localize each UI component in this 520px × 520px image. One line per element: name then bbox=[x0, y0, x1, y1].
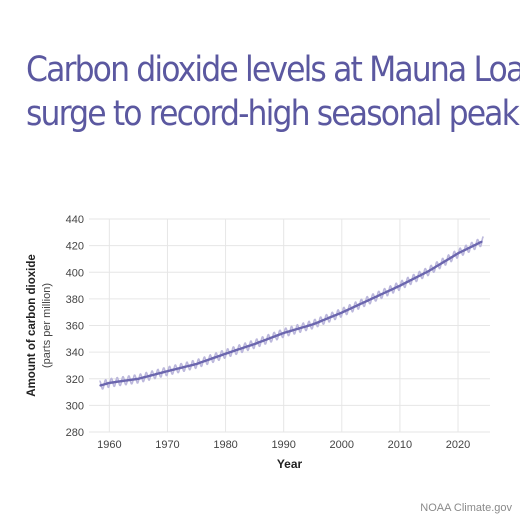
y-tick-label: 400 bbox=[66, 267, 84, 279]
y-axis-label: Amount of carbon dioxide bbox=[26, 254, 38, 396]
headline: Carbon dioxide levels at Mauna Loa surge… bbox=[26, 48, 520, 136]
y-tick-label: 320 bbox=[66, 374, 84, 386]
y-tick-label: 420 bbox=[66, 241, 84, 253]
x-tick-label: 2010 bbox=[388, 439, 412, 451]
y-tick-label: 440 bbox=[66, 214, 84, 226]
source-credit: NOAA Climate.gov bbox=[420, 502, 512, 514]
y-tick-label: 280 bbox=[66, 427, 84, 439]
x-tick-label: 1980 bbox=[213, 439, 237, 451]
x-axis-label: Year bbox=[277, 457, 303, 471]
y-tick-label: 300 bbox=[66, 400, 84, 412]
headline-line-1: Carbon dioxide levels at Mauna Loa bbox=[26, 50, 520, 90]
x-tick-label: 1970 bbox=[155, 439, 179, 451]
y-tick-label: 380 bbox=[66, 294, 84, 306]
y-tick-label: 360 bbox=[66, 321, 84, 333]
x-tick-label: 1990 bbox=[271, 439, 295, 451]
monthly-co2-line bbox=[99, 235, 484, 390]
headline-line-2: surge to record-high seasonal peak bbox=[26, 94, 520, 134]
x-tick-label: 1960 bbox=[97, 439, 121, 451]
y-axis-unit-label: (parts per million) bbox=[41, 283, 53, 368]
x-tick-label: 2000 bbox=[330, 439, 354, 451]
annual-trend-line bbox=[99, 240, 483, 387]
x-tick-label: 2020 bbox=[446, 439, 470, 451]
y-tick-label: 340 bbox=[66, 347, 84, 359]
